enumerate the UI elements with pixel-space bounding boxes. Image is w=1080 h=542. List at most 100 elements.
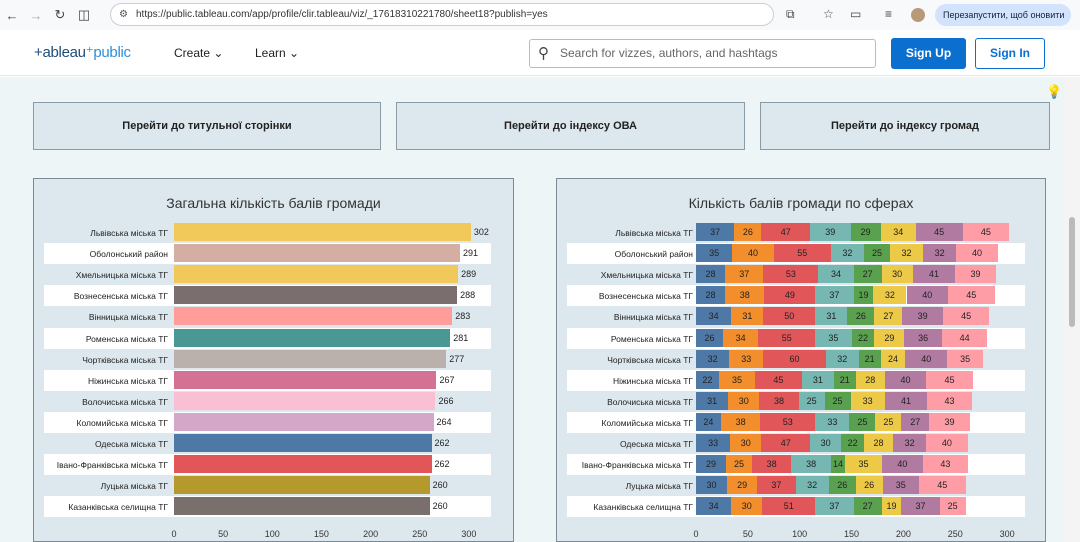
update-label: Перезапустити, щоб оновити	[943, 10, 1065, 20]
communities-index-button[interactable]: Перейти до індексу громад	[760, 102, 1050, 150]
chart-row[interactable]: Вінницька міська ТГ 283	[44, 306, 491, 327]
bar-segment: 45	[942, 307, 990, 326]
bar-segment: 40	[881, 455, 924, 474]
data-label: 277	[449, 353, 465, 364]
bar-segment: 25	[849, 412, 876, 431]
chart-row[interactable]: Івано-Франківська міська ТГ 262	[44, 454, 491, 476]
score-by-sphere-chart: Кількість балів громади по сферах Львівс…	[556, 178, 1046, 542]
data-label: 260	[432, 501, 448, 512]
chart-row[interactable]: Львівська міська ТГ 37 26 47 39 29 34 45 45	[567, 222, 1025, 243]
chart-row[interactable]: Оболонський район 291	[44, 243, 491, 265]
chart-row[interactable]: Чортківська міська ТГ 277	[44, 349, 491, 370]
bar-segment: 39	[955, 265, 996, 284]
category-label: Коломийська міська ТГ	[601, 417, 694, 428]
chart-row[interactable]: Роменська міська ТГ 26 34 55 35 22 29 36 44	[567, 327, 1025, 349]
category-label: Роменська міська ТГ	[610, 333, 693, 344]
chart-row[interactable]: Роменська міська ТГ 281	[44, 327, 491, 349]
chart-row[interactable]: Львівська міська ТГ 302	[44, 222, 491, 243]
site-info-icon[interactable]: ⚙	[119, 9, 128, 20]
bar-segment: 40	[906, 286, 948, 305]
chart-row[interactable]: Ніжинська міська ТГ 22 35 45 31 21 28 40 45	[567, 369, 1025, 391]
data-label: 281	[453, 332, 469, 343]
chart-row[interactable]: Одеська міська ТГ 33 30 47 30 22 28 32 40	[567, 433, 1025, 454]
chart-row[interactable]: Луцька міська ТГ 30 29 37 32 26 26 35 45	[567, 475, 1025, 496]
category-label: Казанківська селищна ТГ	[68, 502, 168, 513]
cast-icon[interactable]: ▭	[850, 7, 862, 21]
bar-segment: 22	[851, 328, 875, 347]
bar-segment: 29	[696, 455, 727, 474]
sidebar-icon[interactable]: ◫	[77, 7, 91, 22]
bar-segment: 26	[828, 476, 856, 495]
bar	[174, 412, 434, 431]
chart-row[interactable]: Вінницька міська ТГ 34 31 50 31 26 27 39 45	[567, 306, 1025, 327]
bar-segment: 38	[751, 455, 792, 474]
axis-tick-label: 50	[742, 529, 753, 539]
bar-segment: 41	[884, 391, 928, 410]
chart-row[interactable]: Оболонський район 35 40 55 32 25 32 32 40	[567, 243, 1025, 265]
axis-tick-label: 200	[363, 529, 379, 539]
chart-row[interactable]: Коломийська міська ТГ 24 38 53 33 25 25 27 39	[567, 411, 1025, 433]
tableau-public-logo[interactable]: +ableau⁺public	[34, 44, 131, 61]
learn-menu[interactable]: Learn ⌄	[255, 46, 300, 60]
address-bar[interactable]: ⚙ https://public.tableau.com/app/profile/…	[110, 3, 774, 26]
chart-row[interactable]: Ніжинська міська ТГ 267	[44, 369, 491, 391]
update-button[interactable]: Перезапустити, щоб оновити ⋮	[935, 4, 1071, 42]
bar-segment: 37	[901, 497, 940, 516]
lightbulb-icon[interactable]: 💡	[1046, 84, 1063, 99]
forward-icon[interactable]: →	[29, 7, 43, 23]
chart-row[interactable]: Волочиська міська ТГ 266	[44, 391, 491, 412]
bar-segment: 34	[696, 307, 732, 326]
bar-segment: 27	[874, 307, 903, 326]
bar-segment: 40	[956, 244, 998, 263]
bookmark-star-icon[interactable]: ☆	[823, 7, 834, 21]
bar-segment: 45	[962, 223, 1010, 241]
chart-row[interactable]: Хмельницька міська ТГ 28 37 53 34 27 30 41 39	[567, 264, 1025, 285]
bar-segment: 50	[763, 307, 816, 326]
chart-row[interactable]: Луцька міська ТГ 260	[44, 475, 491, 496]
bar-segment: 31	[815, 307, 848, 326]
chart-row[interactable]: Хмельницька міська ТГ 289	[44, 264, 491, 285]
chart-row[interactable]: Волочиська міська ТГ 31 30 38 25 25 33 41 43	[567, 391, 1025, 412]
page-scrollbar[interactable]	[1064, 77, 1080, 542]
chart-row[interactable]: Вознесенська міська ТГ 28 38 49 37 19 32 40 45	[567, 285, 1025, 307]
bar-segment: 35	[718, 370, 756, 389]
bar-segment: 55	[773, 244, 831, 263]
category-label: Вознесенська міська ТГ	[73, 291, 168, 302]
chart-row[interactable]: Казанківська селищна ТГ 34 30 51 37 27 19 37 25	[567, 496, 1025, 518]
bar-segment: 40	[732, 244, 774, 263]
chart-row[interactable]: Чортківська міська ТГ 32 33 60 32 21 24 40 35	[567, 349, 1025, 370]
extensions-icon[interactable]: ⧉	[786, 7, 795, 21]
bar-segment: 30	[730, 434, 762, 452]
total-score-chart: Загальна кількість балів громади Львівсь…	[33, 178, 514, 542]
back-icon[interactable]: ←	[5, 7, 19, 23]
chart-row[interactable]: Одеська міська ТГ 262	[44, 433, 491, 454]
ova-index-button[interactable]: Перейти до індексу ОВА	[396, 102, 745, 150]
category-label: Оболонський район	[614, 249, 693, 260]
bar-segment: 37	[815, 497, 854, 516]
bar-segment: 33	[696, 434, 731, 452]
create-menu[interactable]: Create ⌄	[174, 46, 224, 60]
category-label: Луцька міська ТГ	[100, 481, 168, 492]
bar-segment: 27	[853, 265, 882, 284]
data-label: 267	[439, 374, 455, 385]
chart-row[interactable]: Казанківська селищна ТГ 260	[44, 496, 491, 518]
bar-segment: 29	[727, 476, 758, 495]
bar-segment: 39	[810, 223, 851, 241]
reading-list-icon[interactable]: ≡	[885, 7, 893, 21]
bar-segment: 49	[764, 286, 816, 305]
chart-row[interactable]: Івано-Франківська міська ТГ 29 25 38 38 14 35 4…	[567, 454, 1025, 476]
sign-up-button[interactable]: Sign Up	[891, 38, 966, 69]
search-input[interactable]: ⚲ Search for vizzes, authors, and hashtag…	[529, 39, 876, 68]
chevron-down-icon: ⌄	[213, 46, 224, 60]
bar-segment: 35	[946, 349, 984, 368]
title-page-button[interactable]: Перейти до титульної сторінки	[33, 102, 381, 150]
chart-row[interactable]: Коломийська міська ТГ 264	[44, 411, 491, 433]
avatar[interactable]	[911, 8, 925, 22]
chart-row[interactable]: Вознесенська міська ТГ 288	[44, 285, 491, 307]
bar-segment: 27	[901, 412, 930, 431]
sign-in-button[interactable]: Sign In	[975, 38, 1045, 69]
bar	[174, 434, 432, 452]
category-label: Луцька міська ТГ	[625, 481, 693, 492]
category-label: Вознесенська міська ТГ	[598, 291, 693, 302]
reload-icon[interactable]: ↻	[54, 7, 66, 22]
